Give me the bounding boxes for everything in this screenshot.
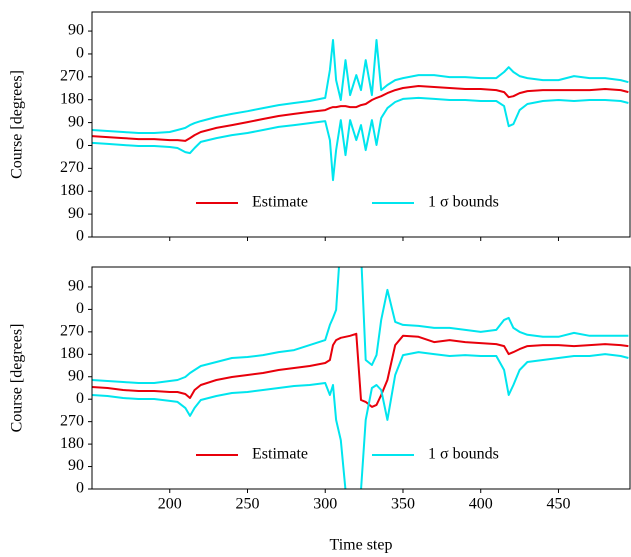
plot-frame [91,11,631,238]
y-tick-label: 270 [60,412,84,429]
series-line [92,351,629,489]
y-tick-label: 90 [68,457,84,474]
y-axis-label: Course [degrees] [9,70,26,179]
legend-label: Estimate [252,194,308,211]
legend-label: 1 σ bounds [428,194,499,211]
y-tick-label: 270 [60,159,84,176]
x-axis-label: Time step [330,537,393,554]
series-line [92,267,629,384]
y-tick-label: 0 [76,228,84,245]
y-tick-label: 90 [68,22,84,39]
y-tick-label: 0 [76,45,84,62]
series-line [92,39,629,134]
y-tick-label: 90 [68,113,84,130]
y-tick-label: 270 [60,68,84,85]
y-axis-label: Course [degrees] [9,324,26,433]
x-tick-label: 200 [158,496,182,513]
series-line [92,96,629,182]
y-tick-label: 180 [60,90,84,107]
x-tick-label: 300 [313,496,337,513]
y-tick-label: 0 [76,480,84,497]
y-tick-label: 90 [68,367,84,384]
plot-lines [92,267,629,489]
x-tick-label: 400 [469,496,493,513]
x-tick-label: 450 [546,496,570,513]
series-line [92,85,629,142]
y-tick-label: 0 [76,300,84,317]
y-tick-label: 180 [60,182,84,199]
x-tick-label: 350 [391,496,415,513]
y-tick-label: 0 [76,136,84,153]
plot-frame [91,266,631,490]
y-tick-label: 90 [68,278,84,295]
x-tick-label: 250 [235,496,259,513]
y-tick-label: 180 [60,345,84,362]
y-tick-label: 270 [60,323,84,340]
series-line [92,332,629,408]
legend-label: 1 σ bounds [428,446,499,463]
y-tick-label: 180 [60,435,84,452]
y-tick-label: 0 [76,390,84,407]
plot-lines [92,39,629,182]
y-tick-label: 90 [68,205,84,222]
legend-label: Estimate [252,446,308,463]
